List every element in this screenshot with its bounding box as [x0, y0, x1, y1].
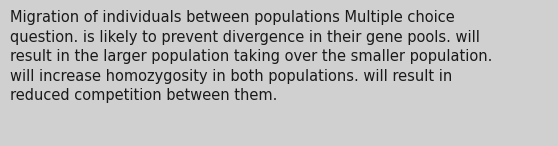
Text: Migration of individuals between populations Multiple choice
question. is likely: Migration of individuals between populat… [10, 10, 492, 104]
